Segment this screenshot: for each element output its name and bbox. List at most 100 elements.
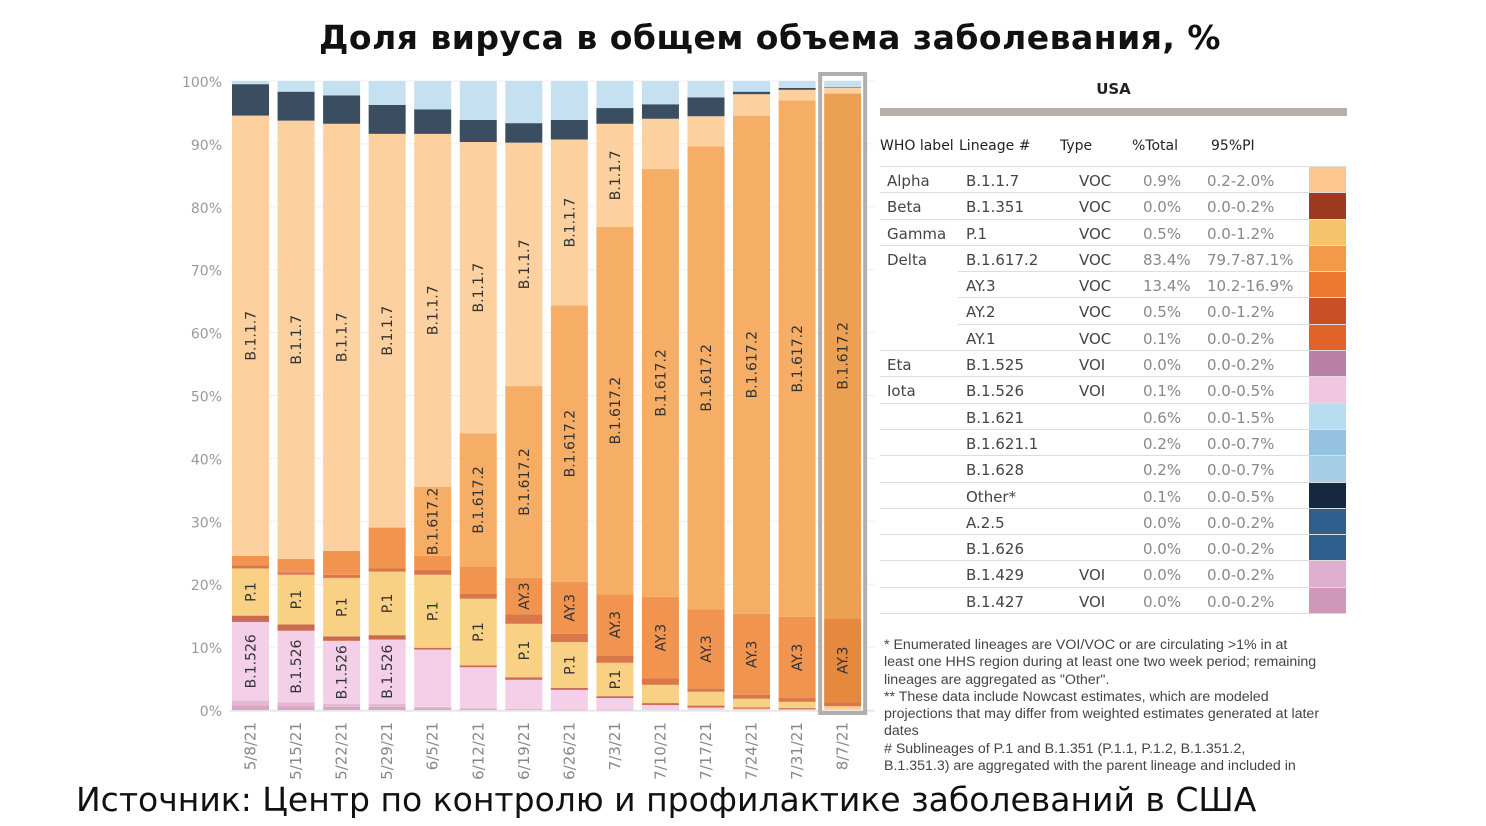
pct-total-cell: 0.0% [1143,513,1182,532]
bar-segment-ay-3 [505,577,543,615]
y-tick-label: 90% [191,138,222,154]
bar-segment-p-1 [824,706,862,710]
pi-range-cell: 0.2-2.0% [1207,172,1275,190]
pct-total-cell: 0.1% [1143,329,1182,348]
who-label-cell: Iota [887,382,916,401]
bar-segment-b-1-621 [596,81,634,109]
bar-segment-ay-2 [505,614,543,624]
bar-segment-b-1-427 [277,706,315,710]
bar-segment-other [232,84,269,116]
bar-segment-b-1-526 [323,640,361,704]
source-caption: Источник: Центр по контролю и профилакти… [76,780,1257,819]
bar-segment-b-1-621 [641,81,679,105]
bar-segment-b-1-621 [323,81,361,96]
row-divider [958,323,1347,325]
region-title: USA [1096,80,1131,98]
type-cell: VOC [1079,172,1112,190]
table-row: B.1.626 0.0% 0.0-0.2% [880,535,1347,562]
lineage-cell: B.1.617.2 [966,250,1039,269]
bar-label: B.1.1.7 [335,312,351,362]
x-tick-label: 7/24/21 [743,722,761,780]
table-row: Gamma P.1 VOC 0.5% 0.0-1.2% [880,219,1347,246]
slide-title: Доля вируса в общем объема заболевания, … [319,18,1221,57]
row-divider [880,534,1347,536]
bar-segment-ay-2 [459,593,497,599]
bar-segment-p-1 [778,701,816,709]
lineage-cell: B.1.351 [966,198,1025,217]
pi-range-cell: 0.0-0.2% [1207,592,1275,611]
header-lineage: Lineage # [959,138,1031,154]
bar-segment-ay-2 [277,572,315,575]
bar-segment-other [505,123,543,143]
pct-total-cell: 0.0% [1143,356,1182,375]
pct-total-cell: 0.6% [1143,408,1182,427]
bar-segment-b-1-351 [733,707,771,709]
lineage-cell: AY.3 [966,277,996,296]
bar-segment-other [778,87,816,90]
bar-label: B.1.1.7 [380,306,396,356]
bar-segment-b-1-427 [323,706,361,710]
table-row: B.1.621.1 0.2% 0.0-0.7% [880,429,1347,457]
pct-total-cell: 0.0% [1143,198,1182,217]
bar-label: AY.3 [836,647,852,675]
bar-segment-other [323,95,361,124]
pi-range-cell: 0.0-0.2% [1207,513,1275,532]
table-top-border [880,166,1347,167]
y-tick-label: 100% [182,75,222,91]
lineage-cell: B.1.1.7 [966,172,1020,190]
table-row: AY.2 VOC 0.5% 0.0-1.2% [880,298,1347,325]
bar-segment-b-1-351 [596,696,634,699]
bar-segment-b-1-617-2 [550,305,588,582]
bar-segment-b-1-526 [505,679,543,709]
bar-segment-b-1-621 [368,81,406,105]
highlight-frame [818,72,868,715]
bar-segment-ay-3 [323,550,361,575]
bar-segment-b-1-429 [277,702,315,707]
bar-segment-ay-2 [232,565,269,569]
table-row: Iota B.1.526 VOI 0.1% 0.0-0.5% [880,377,1347,404]
type-cell: VOI [1079,356,1106,375]
bar-segment-b-1-526 [277,630,315,703]
footnote-line: ** These data include Nowcast estimates,… [884,688,1269,705]
bar-segment-b-1-429 [459,708,497,709]
row-divider [880,376,1347,378]
bar-segment-b-1-526 [733,708,771,710]
x-tick-label: 6/5/21 [424,722,442,770]
table-row: B.1.621 0.6% 0.0-1.5% [880,403,1347,430]
row-divider [880,455,1347,457]
y-tick-label: 80% [191,201,222,217]
bar-segment-b-1-351 [414,647,452,650]
bar-segment-p-1 [414,574,452,648]
bar-segment-b-1-351 [505,677,543,680]
bar-label: B.1.526 [335,645,351,699]
bar-label: P.1 [562,655,578,675]
who-label-cell: Delta [887,250,928,269]
color-swatch [1309,272,1346,298]
bar-segment-b-1-1-7 [232,115,269,556]
bar-label: P.1 [289,590,305,610]
header-pct-total: %Total [1132,138,1178,154]
bar-segment-b-1-351 [323,636,361,641]
row-divider [958,271,1347,273]
row-divider [880,402,1347,404]
footnote-line: projections that may differ from weighte… [884,706,1320,723]
footnote-line: * Enumerated lineages are VOI/VOC or are… [884,637,1288,653]
bar-segment-b-1-427 [368,706,406,710]
lineage-cell: B.1.621.1 [966,434,1039,453]
y-tick-label: 60% [191,327,222,343]
bar-segment-b-1-351 [641,703,679,705]
bar-segment-p-1 [550,642,588,688]
bar-segment-b-1-621 [550,81,588,120]
bar-label: P.1 [471,622,487,642]
lineage-cell: B.1.628 [966,461,1025,480]
bar-segment-ay-3 [550,581,588,634]
pct-total-cell: 0.5% [1143,224,1182,243]
bar-segment-b-1-1-7 [824,87,862,94]
x-tick-label: 5/8/21 [242,722,260,770]
bar-segment-b-1-1-7 [687,116,725,147]
bar-segment-b-1-351 [277,624,315,631]
bar-segment-b-1-617-2 [687,146,725,610]
lineage-cell: A.2.5 [966,513,1005,532]
bar-segment-b-1-617-2 [505,386,543,578]
type-cell: VOI [1079,592,1106,611]
